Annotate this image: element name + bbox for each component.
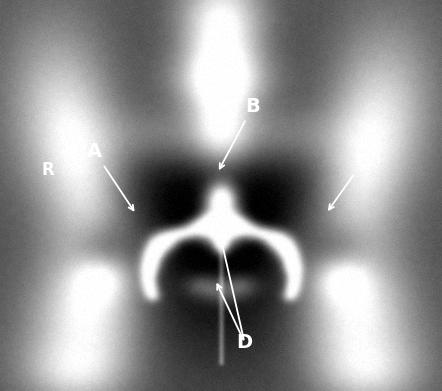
Text: R: R <box>42 161 54 179</box>
Text: A: A <box>87 142 133 210</box>
Text: D: D <box>236 333 252 352</box>
Text: C: C <box>329 152 370 210</box>
Text: B: B <box>220 97 260 169</box>
